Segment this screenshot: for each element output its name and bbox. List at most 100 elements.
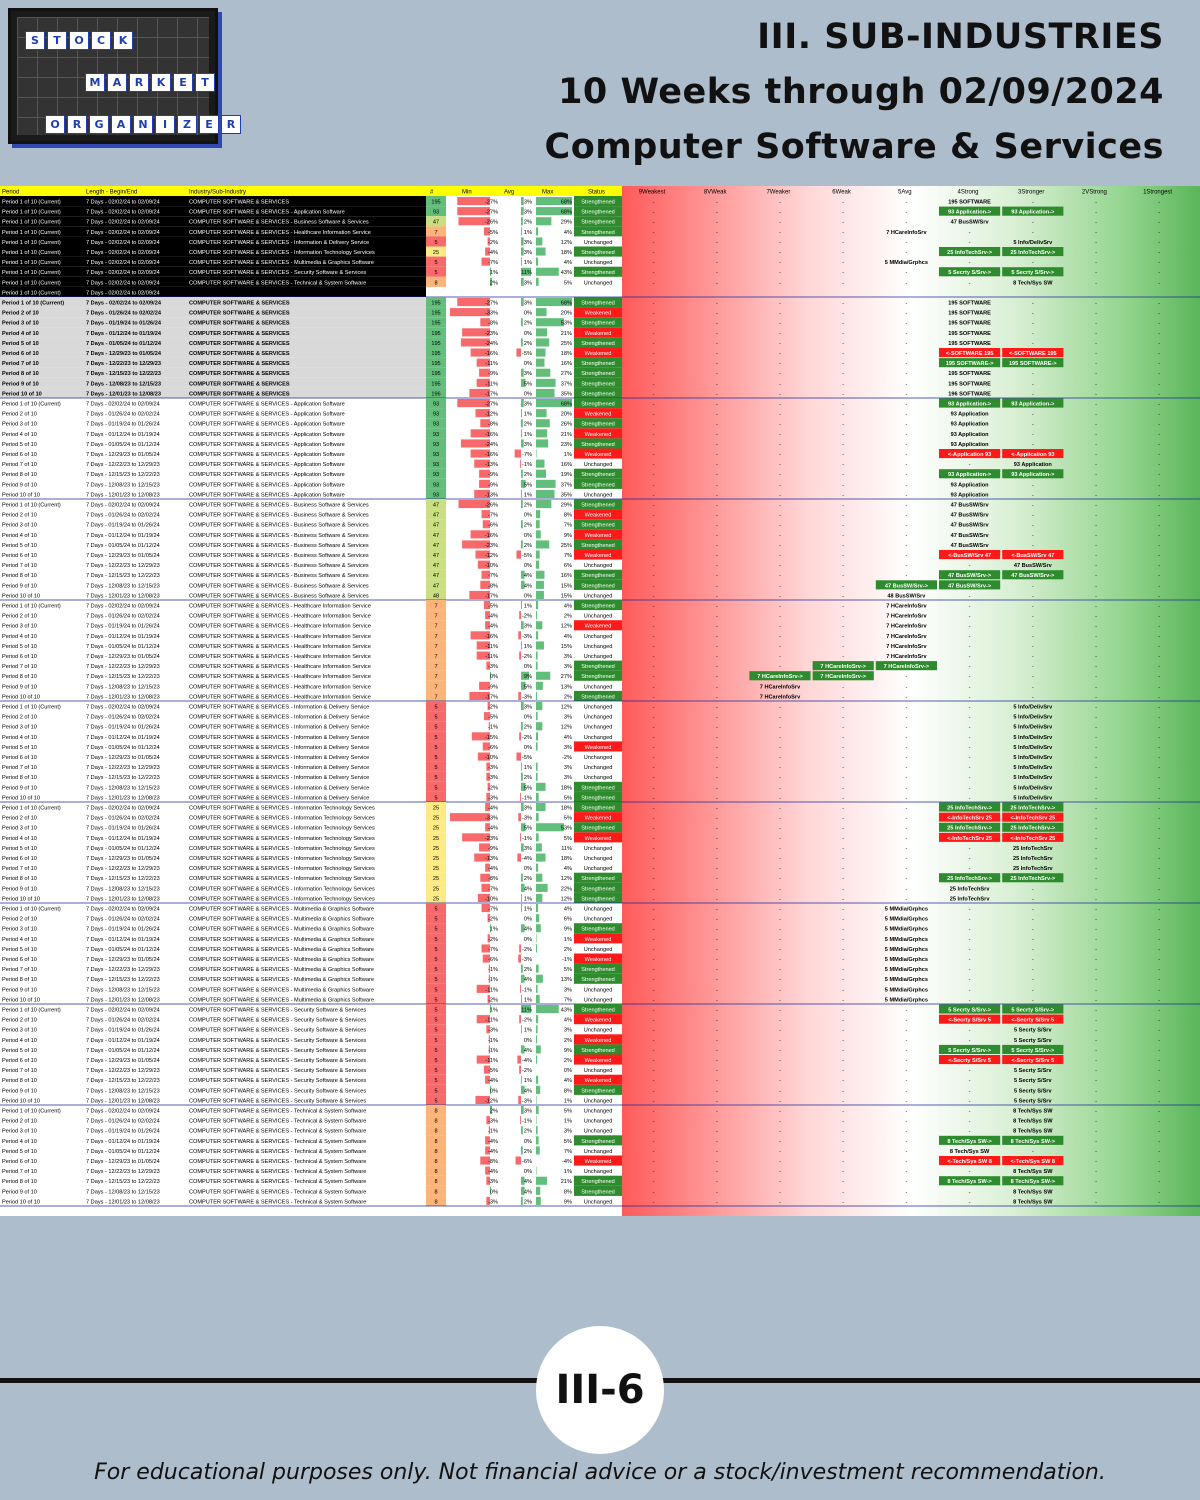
industry-cell: COMPUTER SOFTWARE & SERVICES - Applicati… [189,432,345,438]
min-cell: -6% [488,957,498,963]
min-cell: -9% [488,846,498,852]
status-cell: Unchanged [584,593,613,599]
period-cell: Period 1 of 10 (Current) [2,907,61,913]
tier-empty-cell: - [905,1068,907,1074]
max-cell: 5% [564,280,572,286]
range-cell: 7 Days - 01/26/24 to 02/02/24 [86,412,160,418]
tier-empty-cell: - [779,1169,781,1175]
tier-empty-cell: - [1158,927,1160,933]
tier-empty-cell: - [842,1098,844,1104]
range-cell: 7 Days - 12/22/23 to 12/29/23 [86,664,160,670]
tier-move-bg [939,1004,1001,1014]
tier-empty-cell: - [969,240,971,246]
period-cell: Period 7 of 10 [2,1169,37,1175]
logo-letter: R [221,115,241,134]
tier-move-bg [1002,206,1064,216]
tier-empty-cell: - [969,785,971,791]
avg-cell: 0% [524,563,532,569]
avg-bar [521,1106,524,1115]
status-bg [574,408,622,419]
max-cell: 1% [564,1169,572,1175]
min-bar [487,702,490,711]
min-bar [485,803,490,812]
avg-cell: 3% [524,371,532,377]
tier-empty-cell: - [842,250,844,256]
tier-empty-cell: - [716,856,718,862]
tier-empty-cell: - [1032,503,1034,509]
column-header: 3Stronger [1018,190,1044,196]
max-cell: 1% [564,1098,572,1104]
tier-empty-cell: - [653,1038,655,1044]
tier-empty-cell: - [653,644,655,650]
tier-empty-cell: - [653,462,655,468]
max-cell: 25% [561,543,572,549]
tier-empty-cell: - [1032,634,1034,640]
page-subtitle-period: 10 Weeks through 02/09/2024 [558,72,1164,112]
count-cell-bg [426,357,446,368]
column-header: 9Weakest [639,190,666,196]
min-bar [479,368,490,377]
avg-cell: 2% [524,775,532,781]
tier-empty-cell: - [842,1038,844,1044]
industry-cell: COMPUTER SOFTWARE & SERVICES - Multimedi… [189,937,374,943]
range-cell: 7 Days - 12/22/23 to 12/29/23 [86,1169,160,1175]
max-cell: 3% [564,765,572,771]
industry-cell: COMPUTER SOFTWARE & SERVICES - Applicati… [189,210,345,216]
tier-empty-cell: - [1095,311,1097,317]
tier-cell: 5 Info/DelivSrv [1013,765,1053,771]
tier-empty-cell: - [969,684,971,690]
tier-cell: 5 Secrty S/Srv-> [1011,1048,1054,1054]
tier-empty-cell: - [653,705,655,711]
tier-empty-cell: - [653,442,655,448]
industry-cell: COMPUTER SOFTWARE & SERVICES - Business … [189,503,369,509]
status-cell: Unchanged [584,1129,613,1135]
tier-empty-cell: - [779,856,781,862]
tier-empty-cell: - [653,715,655,721]
period-cell: Period 2 of 10 [2,412,37,418]
tier-empty-cell: - [653,381,655,387]
max-cell: 5% [564,1109,572,1115]
tier-move-bg [939,398,1001,408]
tier-empty-cell: - [653,583,655,589]
range-cell: 7 Days - 02/02/24 to 02/09/24 [86,604,160,610]
tier-empty-cell: - [779,654,781,660]
min-cell: -1% [488,1048,498,1054]
count-cell-bg [426,751,446,762]
avg-bar [521,762,522,771]
tier-empty-cell: - [905,210,907,216]
tier-empty-cell: - [969,866,971,872]
status-bg [574,206,622,217]
min-cell: -1% [488,1038,498,1044]
range-cell: 7 Days - 12/29/23 to 01/05/24 [86,452,160,458]
tier-empty-cell: - [905,765,907,771]
max-bar [536,510,541,519]
tier-empty-cell: - [716,260,718,266]
avg-bar [521,267,531,276]
tier-empty-cell: - [716,1179,718,1185]
min-cell: -11% [485,654,498,660]
tier-empty-cell: - [716,634,718,640]
min-bar [479,843,490,852]
tier-cell: 7 HCareInfoSrv-> [757,674,803,680]
min-bar [486,762,490,771]
tier-cell: 5 Info/DelivSrv [1013,240,1053,246]
avg-cell: -1% [522,462,532,468]
tier-empty-cell: - [779,492,781,498]
range-cell: 7 Days - 12/29/23 to 01/05/24 [86,957,160,963]
tier-empty-cell: - [779,210,781,216]
max-bar [536,772,538,781]
count-cell-bg [426,903,446,914]
status-cell: Strengthened [581,482,615,488]
status-cell: Unchanged [584,765,613,771]
status-bg [574,317,622,328]
tier-empty-cell: - [842,1149,844,1155]
max-bar [536,237,543,246]
max-cell: 4% [564,634,572,640]
min-bar [457,399,490,408]
status-cell: Strengthened [581,543,615,549]
tier-empty-cell: - [1158,1068,1160,1074]
tier-empty-cell: - [716,503,718,509]
tier-empty-cell: - [1158,492,1160,498]
avg-cell: 2% [524,472,532,478]
